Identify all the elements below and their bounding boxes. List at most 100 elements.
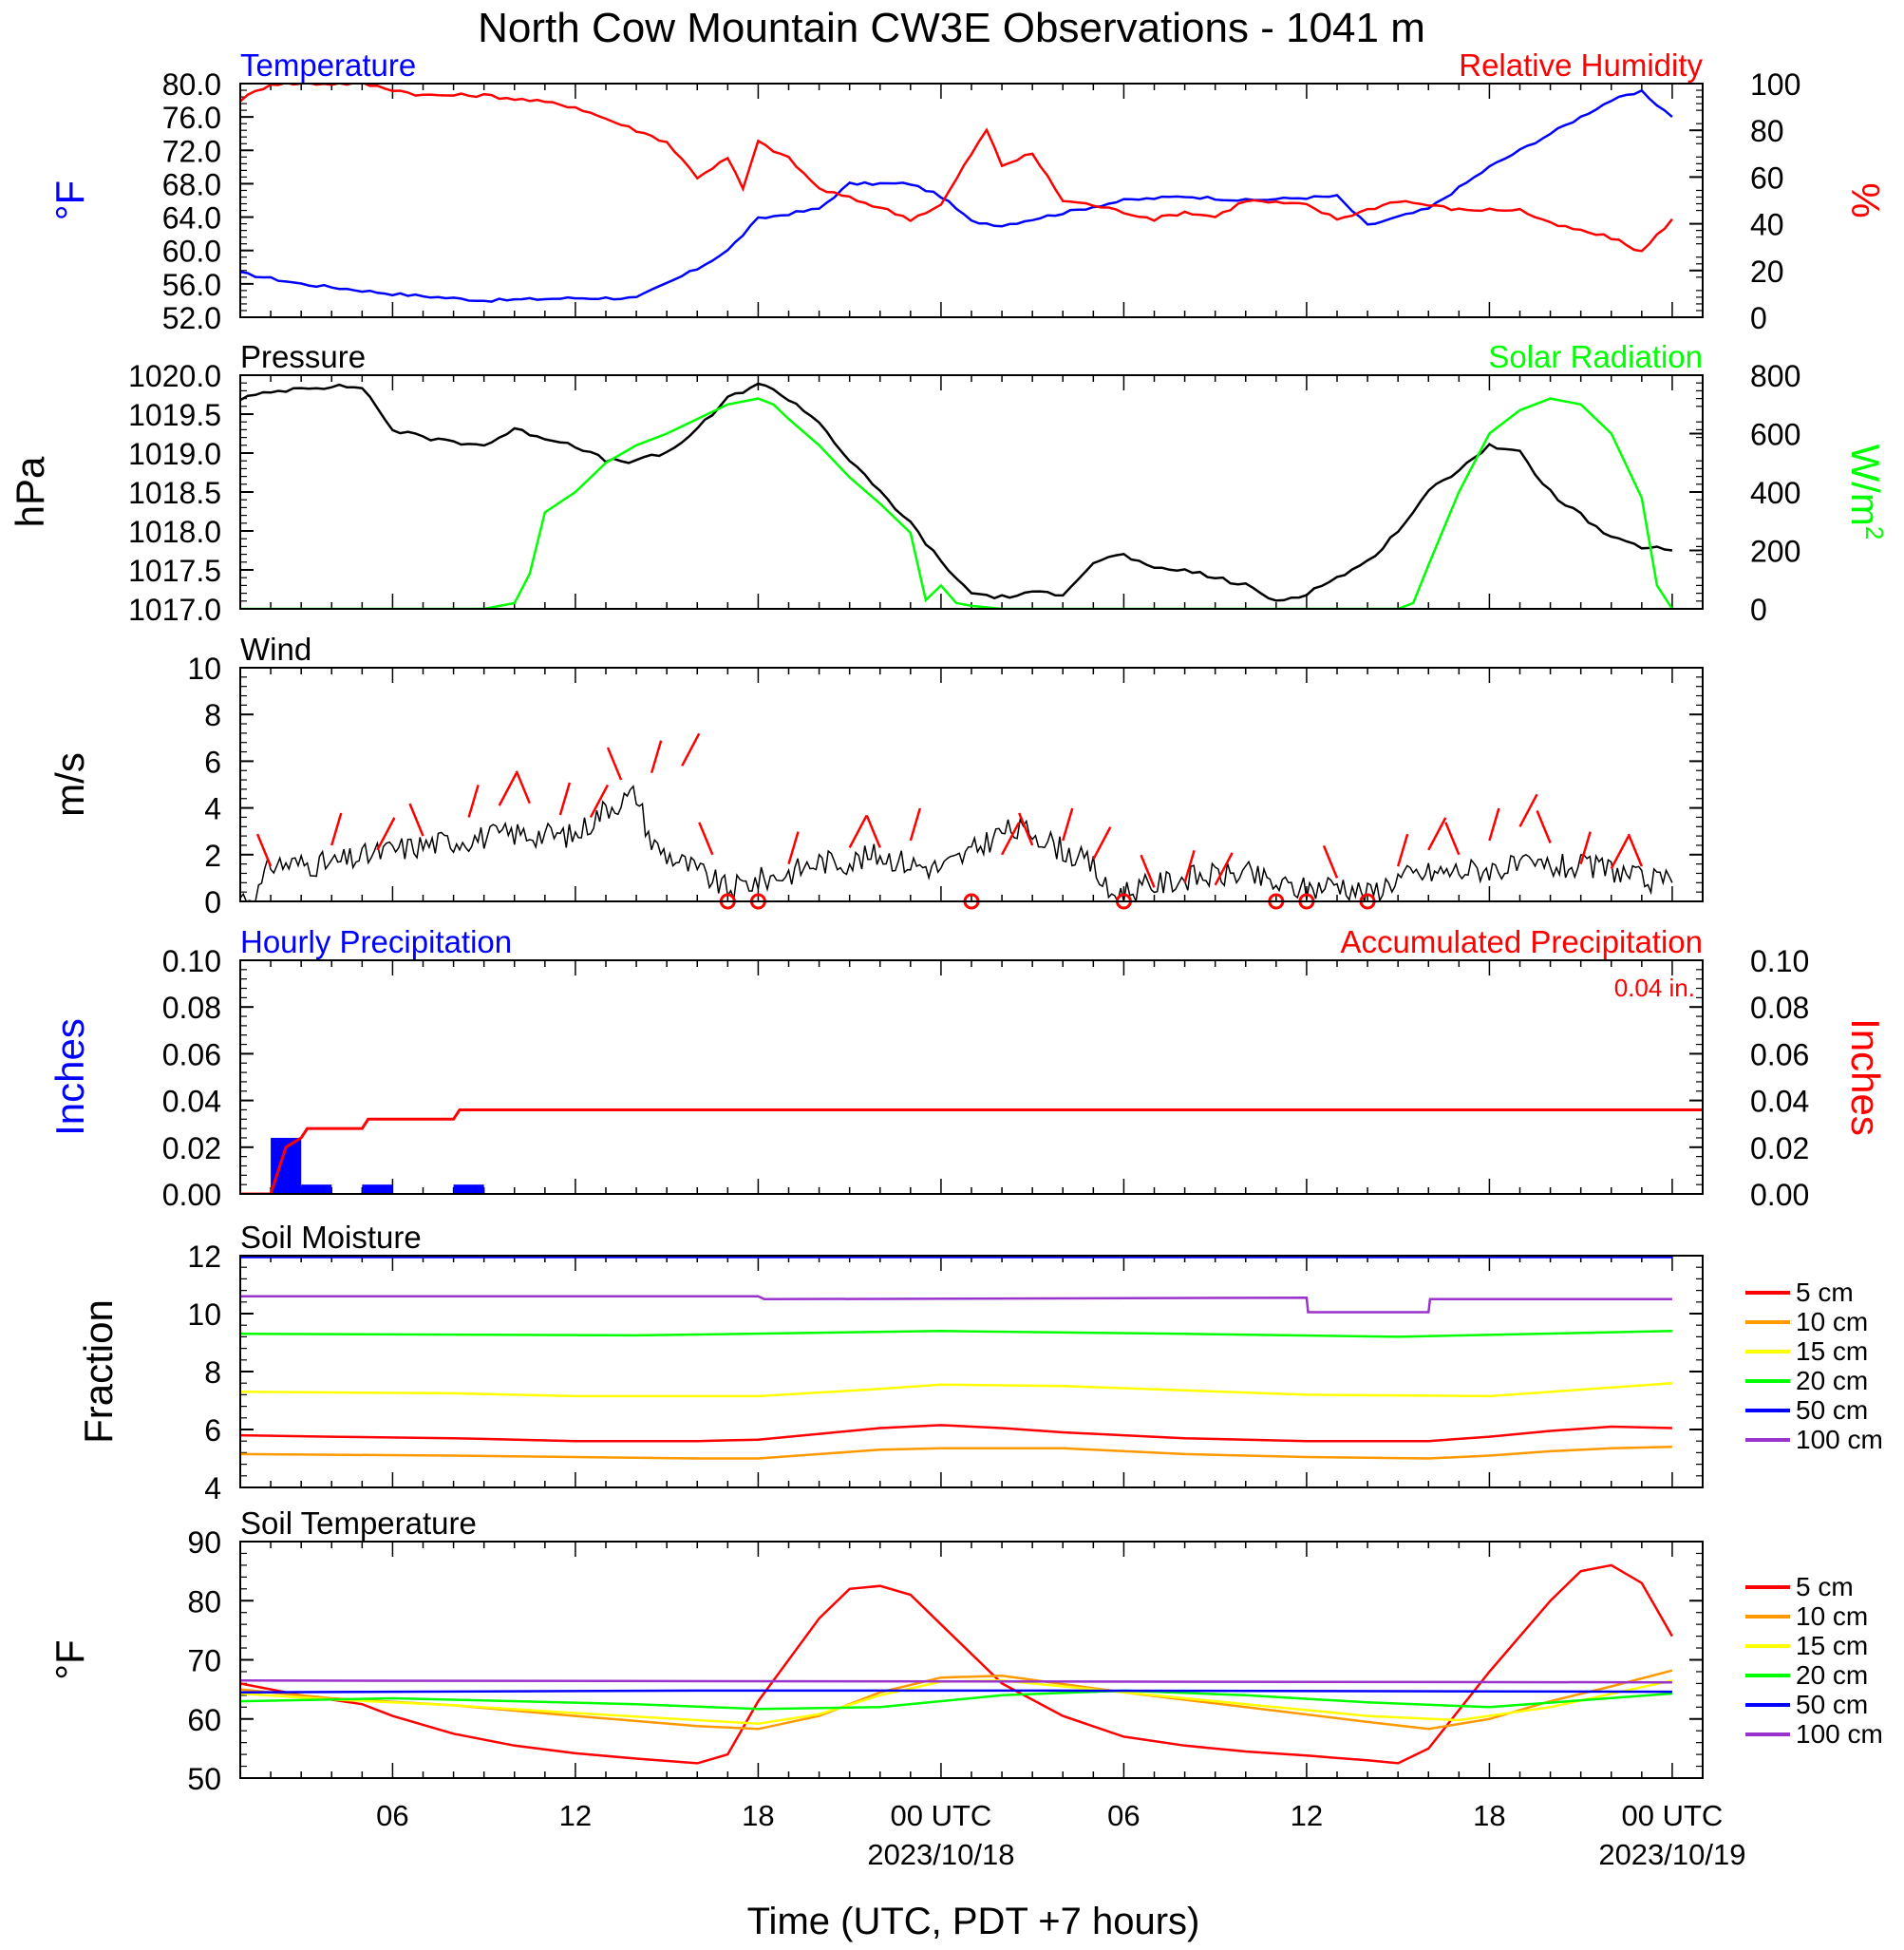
y-tick-label-right: 0.08 — [1750, 991, 1809, 1025]
y-tick-label-left: 52.0 — [162, 301, 221, 335]
x-tick-label: 18 — [1473, 1799, 1505, 1832]
y-tick-label-left: 8 — [204, 1355, 221, 1390]
wind-barb — [1579, 831, 1592, 864]
panel-frame — [239, 667, 1704, 902]
series-line — [240, 1669, 1673, 1731]
precip-total-label: 0.04 in. — [1614, 974, 1695, 1002]
y-axis-label-left: °F — [47, 180, 92, 220]
y-tick-label-left: 0 — [204, 885, 221, 919]
x-tick-label: 18 — [742, 1799, 774, 1832]
data-group — [240, 785, 1673, 901]
panel-title-right: Accumulated Precipitation — [1340, 924, 1703, 959]
series-line — [240, 1381, 1672, 1398]
y-tick-label-left: 6 — [204, 1413, 221, 1448]
wind-barb — [1488, 807, 1500, 842]
wind-barb — [1000, 822, 1021, 856]
wind-barb — [1062, 807, 1074, 842]
legend-label: 100 cm — [1796, 1719, 1883, 1749]
series-line — [240, 1424, 1672, 1443]
data-group — [240, 1108, 1703, 1194]
wind-barb — [865, 814, 881, 848]
wind-barb — [515, 770, 531, 805]
wind-barb — [698, 822, 714, 856]
x-tick-date: 2023/10/19 — [1598, 1838, 1745, 1871]
y-tick-label-left: 1017.0 — [128, 593, 221, 627]
series-line — [240, 1330, 1672, 1338]
precip-bar — [301, 1184, 332, 1194]
wind-barb — [848, 814, 868, 849]
series-line — [240, 1446, 1672, 1460]
wind-barb — [330, 812, 343, 846]
y-tick-label-right: 40 — [1750, 208, 1784, 242]
panels: 52.056.060.064.068.072.076.080.002040608… — [8, 47, 1889, 1796]
data-group — [240, 382, 1673, 609]
x-axis-title: Time (UTC, PDT +7 hours) — [747, 1901, 1200, 1942]
legend-label: 15 cm — [1796, 1631, 1868, 1660]
series-line — [240, 1689, 1672, 1694]
y-axis-label-left: Inches — [47, 1018, 92, 1136]
y-axis-label-left: hPa — [8, 456, 52, 527]
y-axis-label-left: °F — [47, 1639, 92, 1679]
wind-barb — [1427, 817, 1447, 851]
series-line — [240, 382, 1673, 602]
y-axis-label-right: Inches — [1843, 1018, 1888, 1136]
wind-barb — [1183, 849, 1196, 883]
wind-barb — [1322, 844, 1339, 879]
panel-frame — [239, 83, 1704, 318]
y-tick-label-left: 0.00 — [162, 1178, 221, 1212]
panel-title-left: Wind — [240, 632, 311, 667]
wind-barb — [1214, 852, 1234, 886]
y-tick-label-left: 1019.0 — [128, 437, 221, 471]
y-tick-label-right: 400 — [1750, 476, 1800, 510]
y-tick-label-left: 64.0 — [162, 201, 221, 236]
series-line — [240, 1563, 1673, 1765]
y-tick-label-left: 80.0 — [162, 67, 221, 102]
y-tick-label-left: 76.0 — [162, 101, 221, 135]
wind-barb — [681, 732, 701, 767]
y-tick-label-left: 2 — [204, 839, 221, 873]
panel-pressure_solar: 1017.0 1017.5 1018.0 1018.5 1019.0 1019.5 1020… — [8, 339, 1889, 627]
wind-barb — [606, 747, 623, 781]
legend-label: 5 cm — [1796, 1278, 1854, 1307]
y-tick-label-right: 0.06 — [1750, 1037, 1809, 1071]
x-tick-labels: 06 12 18 00 UTC 2023/10/18 06 12 18 00 UTC 2023/1… — [376, 1799, 1745, 1871]
wind-barb — [467, 785, 480, 818]
y-tick-label-right: 60 — [1750, 161, 1784, 195]
wind-barb — [589, 784, 610, 819]
y-tick-label-right: 20 — [1750, 255, 1784, 289]
wind-barb — [1536, 810, 1552, 843]
series-line — [240, 1679, 1673, 1725]
y-axis-label-left: m/s — [47, 752, 92, 817]
legend-label: 5 cm — [1796, 1572, 1854, 1601]
y-axis-label-right: % — [1843, 182, 1888, 218]
x-tick-label: 00 UTC — [891, 1799, 992, 1832]
y-tick-label-left: 0.04 — [162, 1085, 221, 1119]
wind-barb — [376, 817, 396, 851]
wind-barb — [558, 782, 572, 816]
wind-barb — [787, 831, 800, 864]
y-tick-label-left: 4 — [204, 792, 221, 826]
y-tick-label-left: 12 — [187, 1240, 221, 1274]
x-tick-label: 06 — [1107, 1799, 1140, 1832]
y-tick-label-left: 70 — [187, 1644, 221, 1678]
y-tick-label-left: 1019.5 — [128, 398, 221, 432]
x-tick-date: 2023/10/18 — [867, 1838, 1014, 1871]
panel-frame — [239, 1541, 1704, 1779]
y-tick-label-left: 0.02 — [162, 1131, 221, 1165]
wind-barb — [1627, 833, 1643, 867]
y-tick-label-left: 72.0 — [162, 134, 221, 168]
y-tick-label-left: 90 — [187, 1525, 221, 1560]
wind-barb — [408, 803, 424, 837]
wind-barb — [1140, 854, 1156, 888]
wind-barb — [1396, 833, 1409, 867]
y-tick-label-left: 0.10 — [162, 944, 221, 978]
y-tick-label-left: 50 — [187, 1762, 221, 1796]
panel-title-left: Hourly Precipitation — [240, 924, 512, 959]
panel-frame — [239, 1255, 1704, 1488]
y-tick-label-right: 600 — [1750, 418, 1800, 452]
x-tick-label: 00 UTC — [1622, 1799, 1724, 1832]
y-tick-label-right: 0 — [1750, 593, 1767, 627]
precip-bar — [453, 1184, 484, 1194]
